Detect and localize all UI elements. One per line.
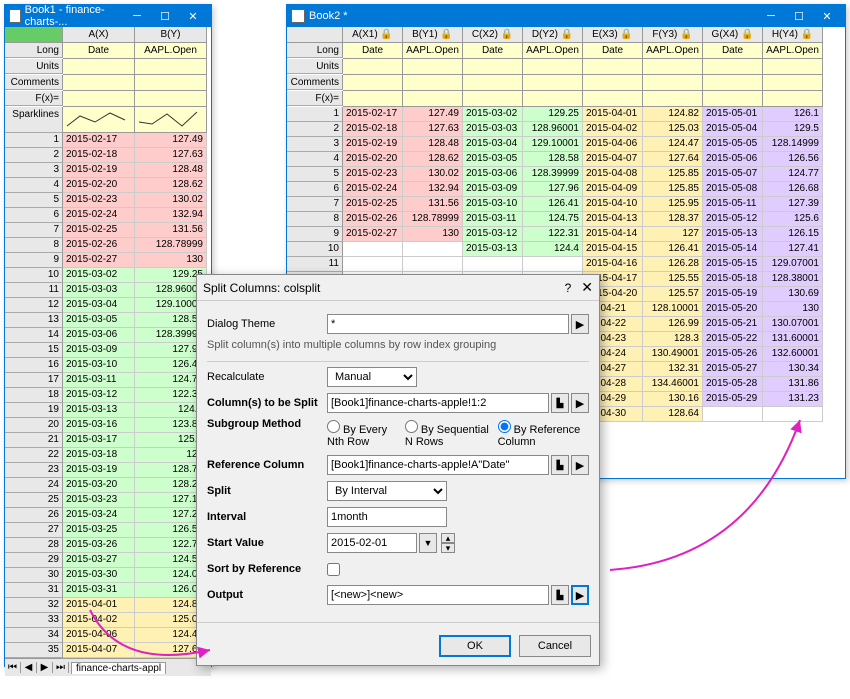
dialog-titlebar[interactable]: Split Columns: colsplit ? ✕ bbox=[197, 275, 599, 301]
output-input[interactable] bbox=[327, 585, 549, 605]
cancel-button[interactable]: Cancel bbox=[519, 635, 591, 657]
maximize-button[interactable]: ☐ bbox=[151, 7, 179, 25]
minimize-button[interactable]: ─ bbox=[757, 7, 785, 25]
theme-menu-button[interactable]: ▶ bbox=[571, 314, 589, 334]
output-label: Output bbox=[207, 589, 327, 601]
close-button[interactable]: ✕ bbox=[813, 7, 841, 25]
dialog-close-button[interactable]: ✕ bbox=[581, 279, 593, 296]
sort-checkbox[interactable] bbox=[327, 563, 340, 576]
interval-input[interactable] bbox=[327, 507, 447, 527]
dialog-title: Split Columns: colsplit bbox=[203, 281, 320, 295]
sort-label: Sort by Reference bbox=[207, 563, 327, 575]
theme-label: Dialog Theme bbox=[207, 318, 327, 330]
close-button[interactable]: ✕ bbox=[179, 7, 207, 25]
worksheet-icon bbox=[291, 9, 305, 23]
cols-picker-button[interactable]: ▙ bbox=[551, 393, 569, 413]
refcol-label: Reference Column bbox=[207, 459, 327, 471]
split-columns-dialog: Split Columns: colsplit ? ✕ Dialog Theme… bbox=[196, 274, 600, 666]
output-menu-button[interactable]: ▶ bbox=[571, 585, 589, 605]
output-picker-button[interactable]: ▙ bbox=[551, 585, 569, 605]
startval-up-button[interactable]: ▴ bbox=[441, 533, 455, 543]
book2-titlebar[interactable]: Book2 * ─ ☐ ✕ bbox=[287, 5, 845, 27]
method-radio-2[interactable]: By Reference Column bbox=[498, 420, 589, 448]
cols-menu-button[interactable]: ▶ bbox=[571, 393, 589, 413]
book1-grid[interactable]: A(X)B(Y)Long NameDateAAPL.OpenUnitsComme… bbox=[5, 27, 211, 658]
book1-window: Book1 - finance-charts-... ─ ☐ ✕ A(X)B(Y… bbox=[4, 4, 212, 667]
cols-label: Column(s) to be Split bbox=[207, 397, 327, 409]
minimize-button[interactable]: ─ bbox=[123, 7, 151, 25]
recalc-label: Recalculate bbox=[207, 371, 327, 383]
method-label: Subgroup Method bbox=[207, 418, 327, 430]
book1-footer: ⏮ ◀ ▶ ⏭ finance-charts-appl bbox=[5, 658, 211, 676]
startval-dropdown-button[interactable]: ▼ bbox=[419, 533, 437, 553]
method-radio-1[interactable]: By Sequential N Rows bbox=[405, 420, 498, 448]
refcol-picker-button[interactable]: ▙ bbox=[551, 455, 569, 475]
split-label: Split bbox=[207, 485, 327, 497]
startval-input[interactable] bbox=[327, 533, 417, 553]
book2-title: Book2 * bbox=[309, 10, 348, 22]
dialog-desc: Split column(s) into multiple columns by… bbox=[207, 339, 589, 351]
sheet-tab[interactable]: finance-charts-appl bbox=[71, 662, 166, 674]
startval-down-button[interactable]: ▾ bbox=[441, 543, 455, 553]
recalc-select[interactable]: Manual bbox=[327, 367, 417, 387]
nav-next[interactable]: ▶ bbox=[37, 662, 53, 673]
cols-input[interactable] bbox=[327, 393, 549, 413]
nav-first[interactable]: ⏮ bbox=[5, 662, 21, 673]
refcol-input[interactable] bbox=[327, 455, 549, 475]
startval-label: Start Value bbox=[207, 537, 327, 549]
theme-input[interactable] bbox=[327, 314, 569, 334]
interval-label: Interval bbox=[207, 511, 327, 523]
worksheet-icon bbox=[9, 9, 21, 23]
refcol-menu-button[interactable]: ▶ bbox=[571, 455, 589, 475]
method-radio-0[interactable]: By Every Nth Row bbox=[327, 420, 405, 448]
help-button[interactable]: ? bbox=[565, 281, 572, 295]
nav-prev[interactable]: ◀ bbox=[21, 662, 37, 673]
maximize-button[interactable]: ☐ bbox=[785, 7, 813, 25]
book1-title: Book1 - finance-charts-... bbox=[25, 4, 123, 28]
book1-titlebar[interactable]: Book1 - finance-charts-... ─ ☐ ✕ bbox=[5, 5, 211, 27]
ok-button[interactable]: OK bbox=[439, 635, 511, 657]
method-radio-group: By Every Nth Row By Sequential N Rows By… bbox=[327, 418, 589, 450]
split-select[interactable]: By Interval bbox=[327, 481, 447, 501]
nav-last[interactable]: ⏭ bbox=[53, 662, 69, 673]
